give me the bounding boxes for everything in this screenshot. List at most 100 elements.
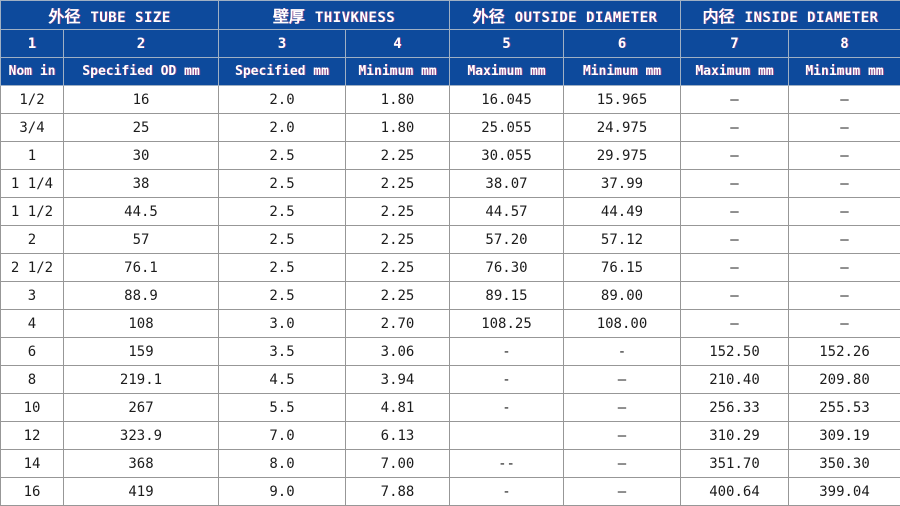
table-cell: 44.49: [563, 197, 681, 226]
table-cell: 3.94: [345, 365, 450, 394]
table-cell: 1: [0, 141, 64, 170]
table-cell: 399.04: [787, 477, 900, 506]
table-cell: —: [680, 281, 789, 310]
table-cell: 2.25: [345, 281, 450, 310]
table-cell: 2.25: [345, 169, 450, 198]
column-number-1: 1: [0, 29, 64, 58]
table-cell: 108.00: [563, 309, 681, 338]
table-cell: 2.5: [218, 281, 346, 310]
table-cell: 38: [63, 169, 219, 198]
group-label-zh: 外径: [48, 7, 81, 26]
column-header-maximum-od: Maximum mm: [449, 57, 564, 86]
table-cell: 7.88: [345, 477, 450, 506]
table-cell: 24.975: [563, 113, 681, 142]
table-row: 1 1/4 38 2.5 2.25 38.07 37.99— —: [0, 169, 900, 198]
table-cell: 37.99: [563, 169, 681, 198]
table-cell: —: [787, 309, 900, 338]
table-cell: 16: [0, 477, 64, 506]
table-cell: 2.25: [345, 141, 450, 170]
table-cell: —: [680, 113, 789, 142]
table-cell: 4.5: [218, 365, 346, 394]
table-cell: 368: [63, 449, 219, 478]
column-header-row: Nom in Specified OD mm Specified mm Mini…: [0, 57, 900, 86]
column-number-6: 6: [563, 29, 681, 58]
table-row: 10 267 5.5 4.81- —256.33 255.53: [0, 393, 900, 422]
table-cell: 2.5: [218, 197, 346, 226]
group-header-inside-diameter: 内径 INSIDE DIAMETER: [679, 0, 900, 30]
column-header-minimum-id: Minimum mm: [787, 57, 900, 86]
table-row: 16 419 9.0 7.88- —400.64 399.04: [0, 477, 900, 506]
table-cell: 2.70: [345, 309, 450, 338]
table-cell: 3: [0, 281, 64, 310]
table-cell: —: [563, 477, 681, 506]
table-cell: 3.0: [218, 309, 346, 338]
table-cell: 350.30: [787, 449, 900, 478]
table-cell: -: [563, 337, 681, 366]
table-cell: 89.15: [449, 281, 564, 310]
table-cell: —: [680, 85, 789, 114]
table-cell: —: [787, 225, 900, 254]
column-header-minimum-od: Minimum mm: [563, 57, 681, 86]
table-cell: 2.0: [218, 113, 346, 142]
table-cell: 15.965: [563, 85, 681, 114]
table-body: 1/2 16 2.0 1.80 16.045 15.965— —3/4 25 2.0 1.80 25…: [0, 85, 900, 506]
table-cell: 3/4: [0, 113, 64, 142]
table-cell: —: [680, 225, 789, 254]
group-label-en: THIVKNESS: [314, 10, 396, 26]
table-cell: 7.00: [345, 449, 450, 478]
table-cell: 2.0: [218, 85, 346, 114]
table-cell: —: [787, 197, 900, 226]
table-row: 2 1/2 76.1 2.5 2.25 76.30 76.15— —: [0, 253, 900, 282]
table-cell: 57.20: [449, 225, 564, 254]
column-header-minimum-thickness: Minimum mm: [345, 57, 450, 86]
table-cell: 6: [0, 337, 64, 366]
table-cell: 44.5: [63, 197, 219, 226]
group-label-en: TUBE SIZE: [90, 10, 171, 26]
column-number-8: 8: [787, 29, 900, 58]
table-cell: 8.0: [218, 449, 346, 478]
table-row: 3 88.9 2.5 2.25 89.15 89.00— —: [0, 281, 900, 310]
column-number-3: 3: [218, 29, 346, 58]
column-number-5: 5: [449, 29, 564, 58]
table-cell: 2.5: [218, 225, 346, 254]
table-cell: —: [787, 113, 900, 142]
table-cell: 1.80: [345, 85, 450, 114]
table-row: 4 108 3.0 2.70 108.25 108.00— —: [0, 309, 900, 338]
column-header-maximum-id: Maximum mm: [680, 57, 789, 86]
table-cell: 3.06: [345, 337, 450, 366]
table-cell: 30: [63, 141, 219, 170]
table-cell: 209.80: [787, 365, 900, 394]
table-cell: 1 1/4: [0, 169, 64, 198]
column-number-4: 4: [345, 29, 450, 58]
table-cell: 2.25: [345, 253, 450, 282]
table-cell: 419: [63, 477, 219, 506]
table-cell: —: [563, 449, 681, 478]
table-cell: —: [787, 281, 900, 310]
table-cell: 9.0: [218, 477, 346, 506]
table-cell: 16: [63, 85, 219, 114]
table-cell: 152.26: [787, 337, 900, 366]
table-cell: 108.25: [449, 309, 564, 338]
table-cell: -: [449, 477, 564, 506]
table-cell: —: [680, 141, 789, 170]
table-cell: 310.29: [680, 421, 789, 450]
table-cell: 57: [63, 225, 219, 254]
table-cell: 4: [0, 309, 64, 338]
table-row: 6 159 3.5 3.06- -152.50 152.26: [0, 337, 900, 366]
group-header-tube-size: 外径 TUBE SIZE: [0, 0, 219, 30]
table-cell: 2.5: [218, 169, 346, 198]
table-cell: 256.33: [680, 393, 789, 422]
table-header: 外径 TUBE SIZE 壁厚 THIVKNESS 外径 OUTSIDE DIAMET…: [0, 0, 900, 86]
group-label-en: OUTSIDE DIAMETER: [514, 10, 658, 26]
table-cell: 76.1: [63, 253, 219, 282]
table-cell: 6.13: [345, 421, 450, 450]
table-cell: 76.15: [563, 253, 681, 282]
table-cell: 29.975: [563, 141, 681, 170]
table-cell: —: [680, 253, 789, 282]
table-cell: 7.0: [218, 421, 346, 450]
table-row: 12 323.9 7.0 6.13 —310.29 309.19: [0, 421, 900, 450]
table-cell: 25.055: [449, 113, 564, 142]
table-cell: 89.00: [563, 281, 681, 310]
table-row: 2 57 2.5 2.25 57.20 57.12— —: [0, 225, 900, 254]
table-cell: 351.70: [680, 449, 789, 478]
